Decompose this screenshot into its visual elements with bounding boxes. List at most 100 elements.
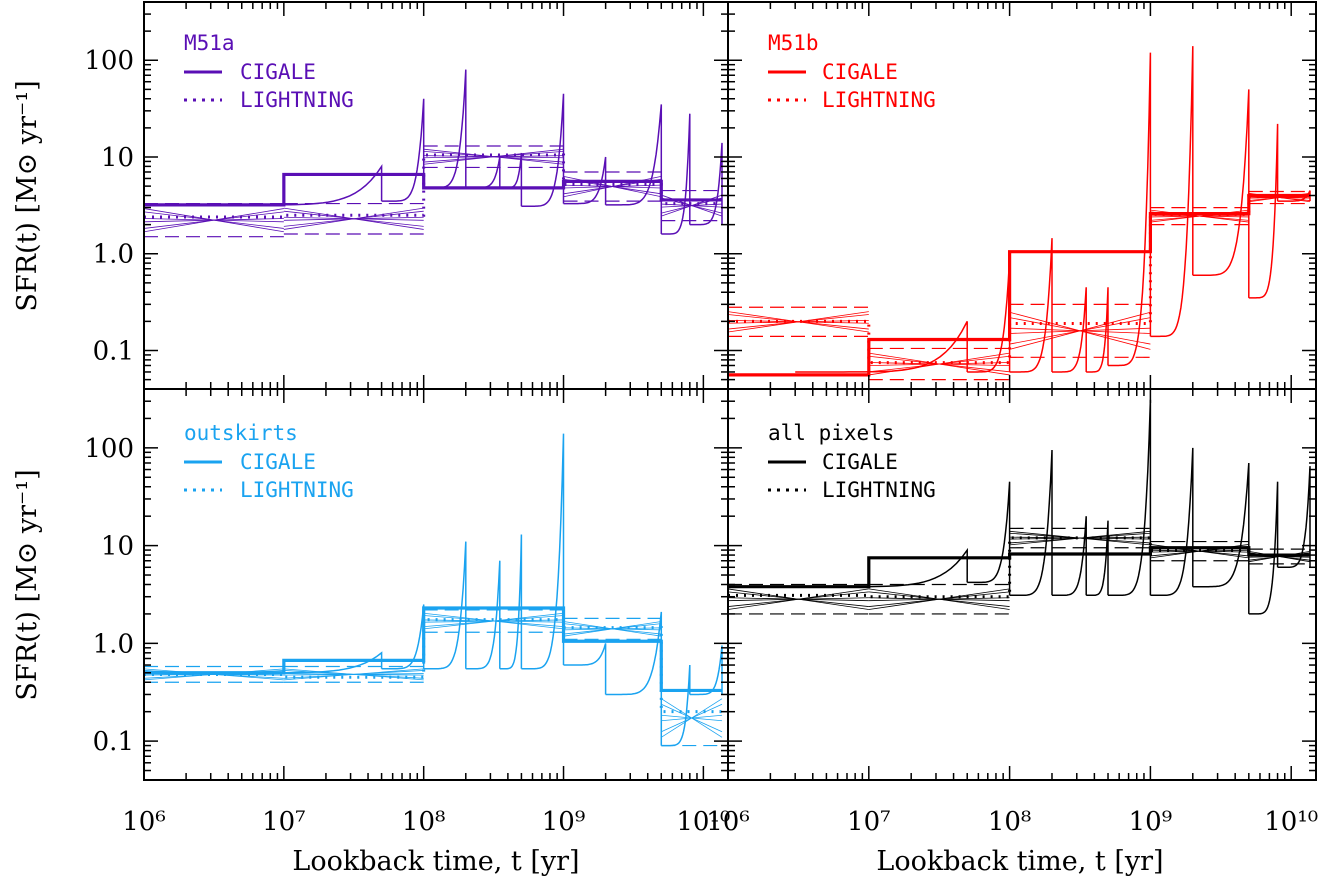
- cigale-burst-curve: [423, 541, 467, 670]
- panel-bottom-right: 10⁶ 10⁷ 10⁸ 10⁹ 10¹⁰ all pixels CIGALE LIGHT…: [706, 388, 1318, 837]
- y-tick-label: 1.0: [93, 240, 134, 270]
- lightning-draw: [728, 591, 869, 607]
- legend-title: M51b: [768, 31, 819, 55]
- cigale-burst-curve: [1052, 287, 1087, 373]
- cigale-burst-curve: [521, 93, 565, 207]
- lightning-draw: [1009, 532, 1151, 544]
- cigale-burst-curve: [661, 113, 691, 235]
- x-tick-label: 10⁷: [262, 807, 306, 837]
- cigale-burst-curve: [499, 534, 523, 670]
- y-tick-label: 10: [101, 143, 134, 173]
- cigale-step-line: [728, 193, 1311, 377]
- cigale-burst-curve: [1192, 462, 1250, 614]
- lightning-draw: [868, 591, 1010, 607]
- cigale-burst-curve: [689, 142, 723, 226]
- cigale-burst-curve: [1150, 447, 1194, 597]
- cigale-burst-curve: [795, 547, 968, 588]
- cigale-burst-curve: [605, 104, 663, 234]
- cigale-burst-curve: [1009, 238, 1053, 373]
- frames: [143, 1, 1317, 781]
- panel-frame-top-left: [143, 1, 729, 390]
- x-tick-label: 10⁶: [122, 807, 166, 837]
- cigale-burst-curve: [1248, 481, 1279, 615]
- legend-cigale-label: CIGALE: [240, 60, 316, 84]
- legend-lightning-label: LIGHTNING: [240, 88, 354, 112]
- cigale-burst-curve: [210, 164, 383, 206]
- cigale-burst-curve: [1009, 449, 1053, 597]
- y-tick-label: 10: [101, 532, 134, 562]
- cigale-burst-curve: [563, 643, 607, 695]
- y-tick-label: 100: [84, 46, 134, 76]
- cigale-burst-curve: [499, 152, 523, 207]
- x-tick-label: 10⁹: [1129, 807, 1173, 837]
- cigale-burst-curve: [465, 560, 501, 670]
- cigale-burst-curve: [967, 481, 1011, 596]
- x-tick-label: 10⁷: [847, 807, 891, 837]
- cigale-burst-curve: [689, 645, 723, 696]
- cigale-burst-curve: [465, 156, 501, 189]
- lightning-draw: [868, 355, 1010, 373]
- lightning-median-line: [728, 195, 1311, 365]
- legend-cigale-label: CIGALE: [240, 450, 316, 474]
- panel-top-left: 0.1 1.0 10 100 M51a CIGALE LIGHTNING: [84, 1, 728, 390]
- legend-cigale-label: CIGALE: [822, 450, 898, 474]
- legend-lightning-label: LIGHTNING: [240, 478, 354, 502]
- legend-lightning-label: LIGHTNING: [822, 478, 936, 502]
- lightning-draw: [283, 210, 424, 227]
- cigale-step-line: [144, 606, 723, 693]
- legend-lightning-label: LIGHTNING: [822, 88, 936, 112]
- lightning-median-line: [144, 618, 723, 714]
- panel-frame-bottom-right: [727, 388, 1317, 781]
- panel-bottom-left: 10⁶ 10⁷ 10⁸ 10⁹ 10¹⁰ 0.1 1.0 10 100 outskirts CI…: [84, 388, 730, 837]
- y-tick-label: 100: [84, 434, 134, 464]
- y-axis-label-bottom: SFR(t) [M⊙ yr⁻¹]: [12, 469, 43, 700]
- cigale-burst-curve: [1108, 52, 1152, 367]
- lightning-draw: [1009, 317, 1151, 345]
- legend-title: all pixels: [768, 421, 894, 445]
- x-axis-label-right: Lookback time, t [yr]: [876, 846, 1163, 877]
- y-tick-label: 1.0: [93, 629, 134, 659]
- cigale-burst-curve: [1192, 89, 1250, 298]
- cigale-burst-curve: [381, 604, 425, 670]
- lightning-draw: [283, 670, 424, 679]
- cigale-burst-curve: [1248, 123, 1279, 299]
- x-tick-label: 10¹⁰: [1264, 807, 1318, 837]
- legend-title: outskirts: [184, 421, 298, 445]
- cigale-burst-curve: [521, 433, 565, 670]
- cigale-burst-curve: [1052, 516, 1087, 597]
- cigale-burst-curve: [605, 611, 663, 746]
- lightning-draw: [423, 150, 564, 163]
- legend-title: M51a: [184, 31, 235, 55]
- cigale-burst-curve: [1277, 466, 1311, 569]
- x-tick-label: 10⁹: [542, 807, 586, 837]
- panel-top-right: M51b CIGALE LIGHTNING: [727, 1, 1316, 390]
- panel-frame-top-right: [727, 1, 1317, 390]
- cigale-burst-curve: [563, 156, 607, 205]
- cigale-burst-curve: [381, 98, 425, 202]
- panel-frame-bottom-left: [143, 388, 729, 781]
- x-tick-label: 10¹⁰: [676, 807, 730, 837]
- x-tick-label: 10⁸: [402, 807, 446, 837]
- cigale-burst-curve: [661, 664, 691, 747]
- x-tick-label: 10⁸: [988, 807, 1032, 837]
- y-tick-label: 0.1: [93, 336, 134, 366]
- x-axis-label-left: Lookback time, t [yr]: [292, 846, 579, 877]
- y-axis-label-top: SFR(t) [M⊙ yr⁻¹]: [12, 80, 43, 311]
- cigale-burst-curve: [1086, 287, 1109, 373]
- cigale-burst-curve: [795, 321, 968, 373]
- cigale-step-line: [728, 546, 1311, 589]
- cigale-burst-curve: [967, 258, 1011, 373]
- lightning-draw: [144, 211, 284, 229]
- cigale-burst-curve: [1086, 520, 1109, 597]
- cigale-burst-curve: [1150, 46, 1194, 338]
- y-tick-label: 0.1: [93, 727, 134, 757]
- lightning-draw: [661, 703, 723, 733]
- cigale-burst-curve: [1108, 399, 1152, 597]
- legend-cigale-label: CIGALE: [822, 60, 898, 84]
- x-tick-label: 10⁶: [706, 807, 750, 837]
- cigale-burst-curve: [423, 69, 467, 189]
- lightning-draw: [423, 615, 564, 628]
- cigale-step-line: [144, 172, 723, 207]
- lightning-draw: [728, 314, 869, 330]
